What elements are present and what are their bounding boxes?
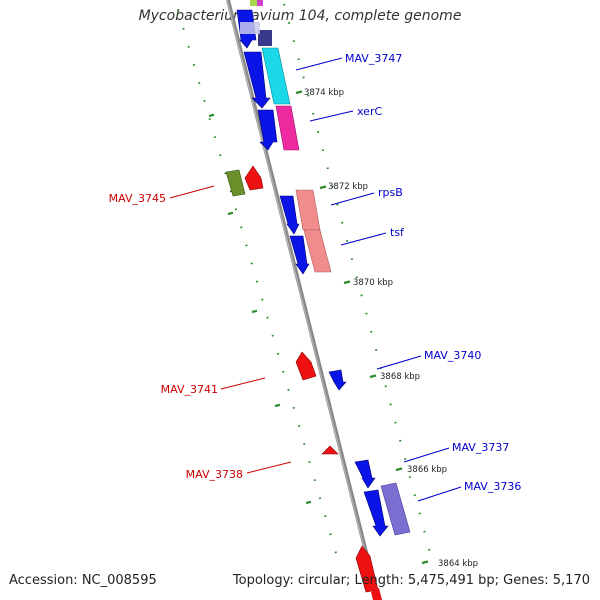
gene-reverse[interactable] (371, 588, 382, 600)
callout-line (220, 377, 266, 390)
gene-lavender-top[interactable] (240, 22, 260, 34)
scale-major-tick (319, 185, 327, 190)
gene-label[interactable]: rpsB (378, 186, 403, 199)
inner-major-tick (208, 113, 215, 118)
gene-label[interactable]: MAV_3736 (464, 480, 521, 493)
gene-slate-blue[interactable] (380, 482, 411, 536)
callout-lines (169, 57, 462, 502)
inner-major-tick (274, 403, 281, 408)
scale-major-tick (421, 560, 429, 565)
gene-label[interactable]: MAV_3741 (161, 383, 218, 396)
callout-line (403, 447, 450, 463)
gene-salmon[interactable] (295, 189, 321, 231)
gene-forward[interactable] (243, 51, 271, 109)
scale-label: 3874 kbp (304, 88, 344, 98)
genome-backbone-highlight (226, 0, 378, 600)
gene-reverse[interactable] (355, 545, 379, 593)
gene-label[interactable]: MAV_3737 (452, 441, 509, 454)
callout-line (309, 110, 354, 122)
scale-label: 3872 kbp (328, 182, 368, 192)
inner-major-tick (305, 500, 312, 505)
gene-reverse[interactable] (244, 165, 264, 191)
genome-backbone (226, 0, 380, 600)
reverse-genes (225, 165, 382, 600)
callout-line (169, 185, 215, 199)
scale-major-tick (369, 374, 377, 379)
scale-major-tick (343, 280, 351, 285)
gene-magenta-top[interactable] (257, 0, 263, 6)
gene-lime-top[interactable] (250, 0, 257, 6)
scale-label: 3866 kbp (407, 465, 447, 475)
gene-labels: MAV_3747 xerC MAV_3745 rpsB tsf MAV_3740… (109, 52, 522, 493)
callout-line (340, 232, 387, 246)
scale-label: 3868 kbp (380, 372, 420, 382)
gene-label[interactable]: tsf (390, 226, 405, 239)
colored-genes (240, 0, 411, 536)
forward-genes (236, 9, 389, 537)
gene-purple-top[interactable] (258, 30, 272, 46)
gene-label[interactable]: MAV_3738 (186, 468, 243, 481)
gene-salmon[interactable] (303, 229, 332, 273)
gene-pink[interactable] (275, 105, 300, 151)
callout-line (246, 461, 292, 474)
gene-cyan[interactable] (261, 47, 291, 105)
gene-reverse[interactable] (321, 445, 339, 455)
scale-major-ticks (208, 90, 429, 565)
scale-labels: 3874 kbp 3872 kbp 3870 kbp 3868 kbp 3866… (304, 88, 478, 569)
gene-forward[interactable] (257, 109, 278, 151)
gene-olive[interactable] (225, 169, 246, 197)
tick-track-inner (177, 9, 337, 554)
callout-line (295, 57, 343, 71)
gene-forward[interactable] (328, 369, 347, 391)
gene-label[interactable]: MAV_3740 (424, 349, 481, 362)
inner-major-tick (227, 211, 234, 216)
callout-line (330, 192, 375, 206)
scale-major-tick (295, 90, 303, 95)
scale-major-tick (395, 467, 403, 472)
callout-line (417, 486, 462, 502)
map-title: Mycobacterium avium 104, complete genome (138, 8, 462, 24)
callout-line (376, 355, 422, 370)
gene-forward[interactable] (363, 489, 389, 537)
genome-summary: Topology: circular; Length: 5,475,491 bp… (232, 573, 590, 588)
gene-label[interactable]: xerC (357, 105, 382, 118)
tick-track-outer (283, 3, 431, 551)
gene-label[interactable]: MAV_3745 (109, 192, 166, 205)
scale-label: 3864 kbp (438, 559, 478, 569)
gene-forward[interactable] (354, 459, 376, 489)
scale-label: 3870 kbp (353, 278, 393, 288)
inner-major-tick (251, 309, 258, 314)
gene-reverse[interactable] (295, 351, 317, 381)
gene-forward[interactable] (289, 235, 310, 275)
gene-forward[interactable] (279, 195, 300, 235)
gene-label[interactable]: MAV_3747 (345, 52, 402, 65)
accession-label: Accession: NC_008595 (9, 573, 157, 588)
